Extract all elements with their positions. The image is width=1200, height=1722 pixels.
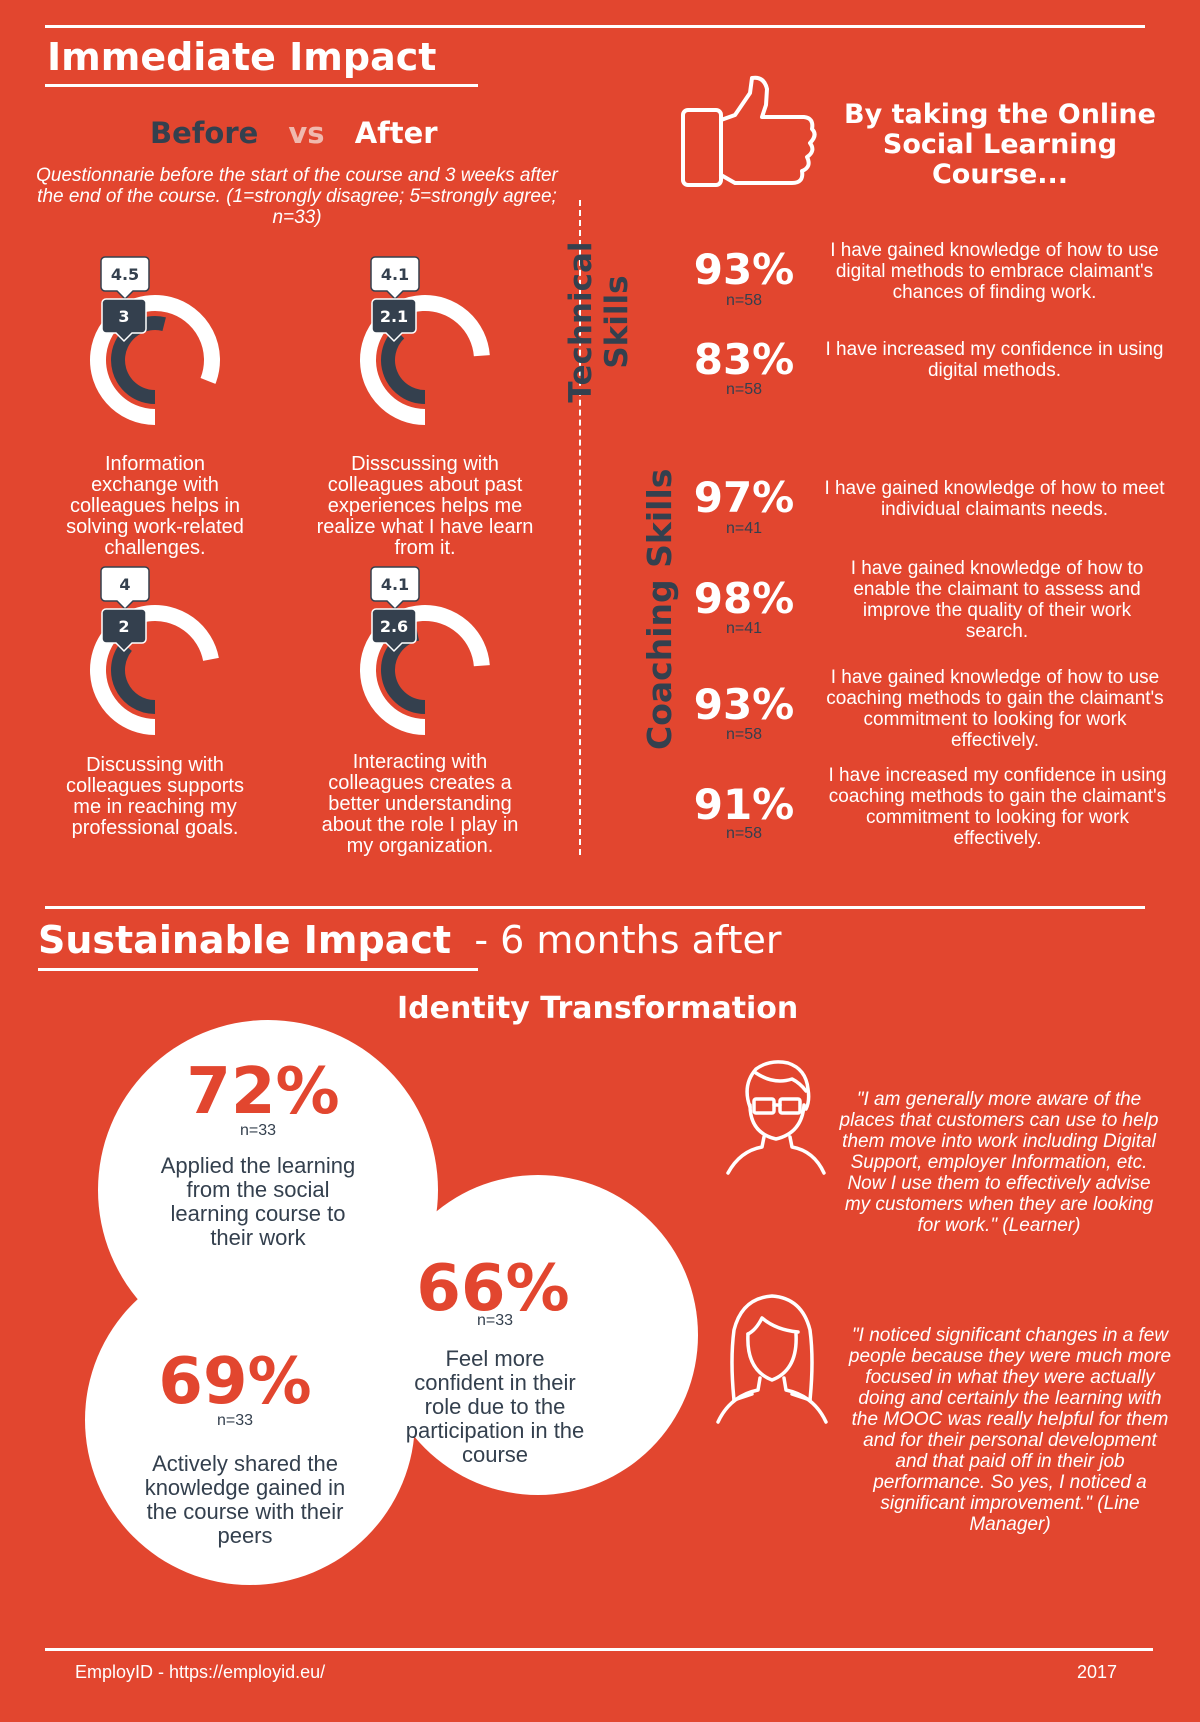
- gauge-4: 4.1 2.6: [355, 565, 495, 745]
- top-rule: [45, 25, 1145, 28]
- stat-text-3: Actively shared the knowledge gained in …: [144, 1451, 346, 1548]
- coaching-text-3: I have gained knowledge of how to use co…: [826, 667, 1164, 751]
- gauge-after-bubble: 4.1: [370, 256, 420, 301]
- gauge-4-text: Interacting with colleagues creates a be…: [321, 751, 519, 857]
- technical-pct-2: 83%: [693, 335, 795, 384]
- coaching-text-4: I have increased my confidence in using …: [828, 765, 1167, 849]
- coaching-n-4: n=58: [725, 825, 763, 842]
- immediate-title-underline: [45, 84, 478, 87]
- gauge-before-bubble: 2.1: [371, 298, 417, 343]
- immediate-title: Immediate Impact: [47, 35, 437, 79]
- sustainable-title-main: Sustainable Impact: [38, 918, 452, 962]
- thumbs-up-icon: [680, 75, 820, 190]
- column-divider: [579, 200, 581, 855]
- technical-pct-1: 93%: [693, 245, 795, 294]
- gauge-after-bubble: 4.5: [100, 256, 150, 301]
- stat-circle-2: [378, 1175, 698, 1495]
- manager-quote: "I noticed significant changes in a few …: [848, 1325, 1172, 1535]
- learner-avatar-icon: [720, 1055, 830, 1175]
- gauge-before-arc: [111, 641, 156, 714]
- gauge-2-text: Disscussing with colleagues about past e…: [316, 453, 534, 559]
- before-after-header: Before vs After: [150, 116, 440, 150]
- coaching-skills-label: Coaching Skills: [640, 468, 679, 750]
- stat-text-2: Feel more confident in their role due to…: [405, 1346, 585, 1467]
- coaching-pct-4: 91%: [693, 780, 795, 829]
- coaching-n-1: n=41: [725, 520, 763, 537]
- course-heading: By taking the Online Social Learning Cou…: [844, 99, 1156, 190]
- gauge-before-arc: [381, 328, 426, 404]
- gauge-before-value: 2: [118, 617, 129, 636]
- gauge-before-arc: [111, 316, 166, 404]
- after-label: After: [354, 116, 438, 150]
- gauge-1-chart: 4.53: [90, 256, 220, 425]
- gauge-3-chart: 42: [90, 566, 219, 735]
- questionnaire-note: Questionnarie before the start of the co…: [36, 165, 558, 228]
- technical-text-1: I have gained knowledge of how to use di…: [830, 240, 1159, 303]
- footer-left: EmployID - https://employid.eu/: [75, 1662, 326, 1682]
- gauge-before-bubble: 2: [101, 608, 147, 653]
- middle-rule: [45, 906, 1145, 909]
- stat-n-1: n=33: [239, 1122, 277, 1139]
- technical-n-2: n=58: [725, 381, 763, 398]
- coaching-n-2: n=41: [725, 620, 763, 637]
- manager-avatar-icon: [712, 1290, 832, 1425]
- stat-pct-3: 69%: [158, 1345, 312, 1419]
- stat-text-1: Applied the learning from the social lea…: [160, 1153, 356, 1250]
- gauge-2: 4.1 2.1: [355, 255, 495, 435]
- gauge-after-bubble: 4.1: [370, 566, 420, 611]
- vs-label: vs: [288, 116, 325, 150]
- gauge-before-value: 2.6: [380, 617, 408, 636]
- gauge-4-chart: 4.1 2.6: [360, 566, 490, 735]
- technical-text-2: I have increased my confidence in using …: [825, 339, 1164, 381]
- learner-quote: "I am generally more aware of the places…: [839, 1089, 1159, 1236]
- sustainable-title: Sustainable Impact - 6 months after: [38, 918, 781, 962]
- stat-pct-2: 66%: [416, 1252, 570, 1326]
- coaching-text-2: I have gained knowledge of how to enable…: [850, 558, 1144, 642]
- coaching-pct-3: 93%: [693, 680, 795, 729]
- identity-heading: Identity Transformation: [397, 991, 799, 1026]
- coaching-pct-2: 98%: [693, 574, 795, 623]
- footer-right: 2017: [1077, 1662, 1118, 1682]
- coaching-n-3: n=58: [725, 726, 763, 743]
- gauge-after-value: 4.1: [381, 265, 409, 284]
- gauge-before-bubble: 2.6: [371, 608, 417, 653]
- gauge-before-value: 2.1: [380, 307, 408, 326]
- gauge-1: 4.5 3: [85, 255, 225, 435]
- sustainable-title-underline: [38, 968, 478, 971]
- gauge-after-value: 4.1: [381, 575, 409, 594]
- gauge-before-bubble: 3: [101, 298, 147, 343]
- gauge-3-text: Discussing with colleagues supports me i…: [66, 754, 244, 839]
- technical-skills-label: Technical Skills: [563, 241, 635, 403]
- before-label: Before: [150, 116, 259, 150]
- footer-rule: [45, 1648, 1153, 1651]
- coaching-text-1: I have gained knowledge of how to meet i…: [824, 478, 1165, 520]
- sustainable-subtitle: - 6 months after: [474, 918, 782, 962]
- gauge-after-bubble: 4: [100, 566, 150, 611]
- stat-pct-1: 72%: [186, 1055, 340, 1129]
- gauge-2-chart: 4.1 2.1: [360, 256, 490, 425]
- stat-n-2: n=33: [476, 1312, 514, 1329]
- gauge-1-text: Information exchange with colleagues hel…: [66, 453, 244, 559]
- stat-circle-3: [85, 1255, 415, 1585]
- gauge-before-value: 3: [118, 307, 129, 326]
- gauge-after-value: 4.5: [111, 265, 139, 284]
- gauge-after-value: 4: [119, 575, 130, 594]
- coaching-pct-1: 97%: [693, 473, 795, 522]
- stat-n-3: n=33: [216, 1412, 254, 1429]
- technical-n-1: n=58: [725, 292, 763, 309]
